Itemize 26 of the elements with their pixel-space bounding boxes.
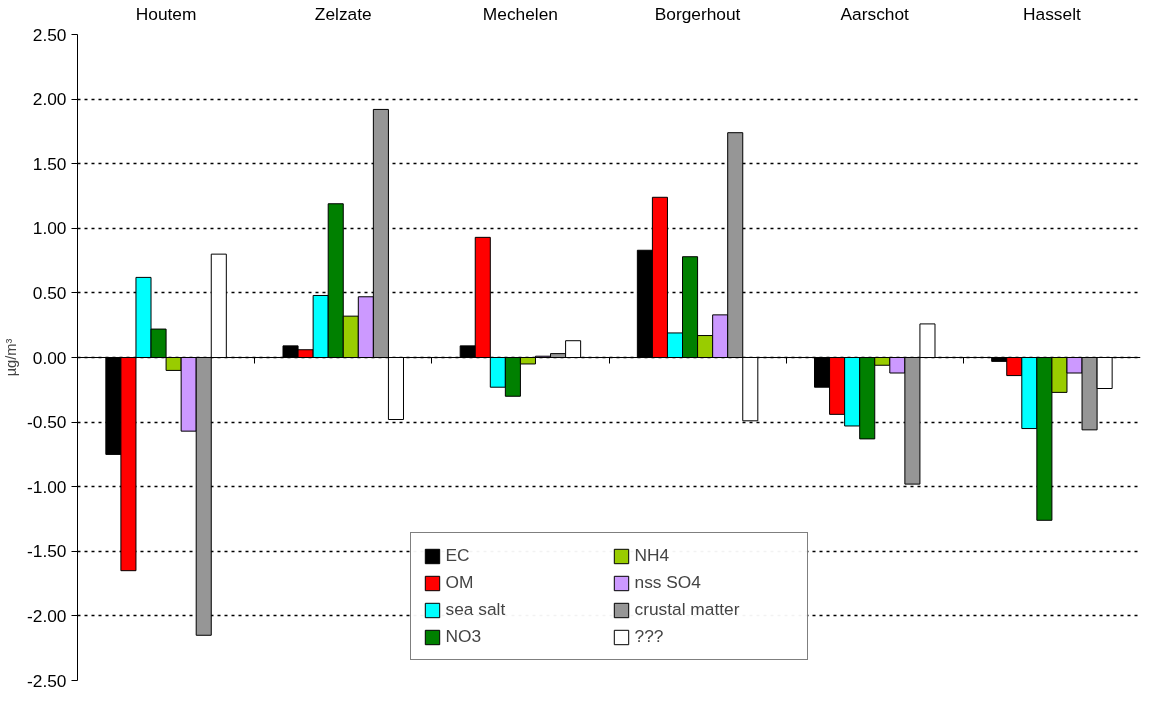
legend-label: sea salt bbox=[445, 599, 507, 620]
legend-label: OM bbox=[445, 572, 475, 593]
y-tick-label: -2.00 bbox=[27, 605, 67, 626]
y-tick-label: 2.00 bbox=[32, 89, 67, 110]
y-tick-label: 1.00 bbox=[32, 218, 67, 239]
x-tick-label: Borgerhout bbox=[654, 3, 741, 24]
x-tick-label: Houtem bbox=[135, 3, 197, 24]
x-tick-label: Mechelen bbox=[482, 3, 558, 24]
y-tick-label: 1.50 bbox=[32, 153, 67, 174]
y-tick-label: 0.50 bbox=[32, 282, 67, 303]
legend-label: NO3 bbox=[445, 626, 483, 647]
x-tick-label: Hasselt bbox=[1023, 3, 1081, 24]
legend-label: EC bbox=[445, 545, 471, 566]
y-tick-label: -1.50 bbox=[27, 541, 67, 562]
legend-label: ??? bbox=[634, 626, 665, 647]
y-tick-label: 0.00 bbox=[32, 347, 67, 368]
y-tick-label: -2.50 bbox=[27, 670, 67, 691]
legend-label: crustal matter bbox=[634, 599, 741, 620]
legend-label: nss SO4 bbox=[634, 572, 702, 593]
x-tick-label: Zelzate bbox=[314, 3, 372, 24]
y-tick-label: 2.50 bbox=[32, 24, 67, 45]
legend-label: NH4 bbox=[634, 545, 671, 566]
y-axis-title: µg/m³ bbox=[3, 338, 19, 377]
y-tick-label: -1.00 bbox=[27, 476, 67, 497]
x-tick-label: Aarschot bbox=[840, 3, 910, 24]
y-tick-label: -0.50 bbox=[27, 412, 67, 433]
